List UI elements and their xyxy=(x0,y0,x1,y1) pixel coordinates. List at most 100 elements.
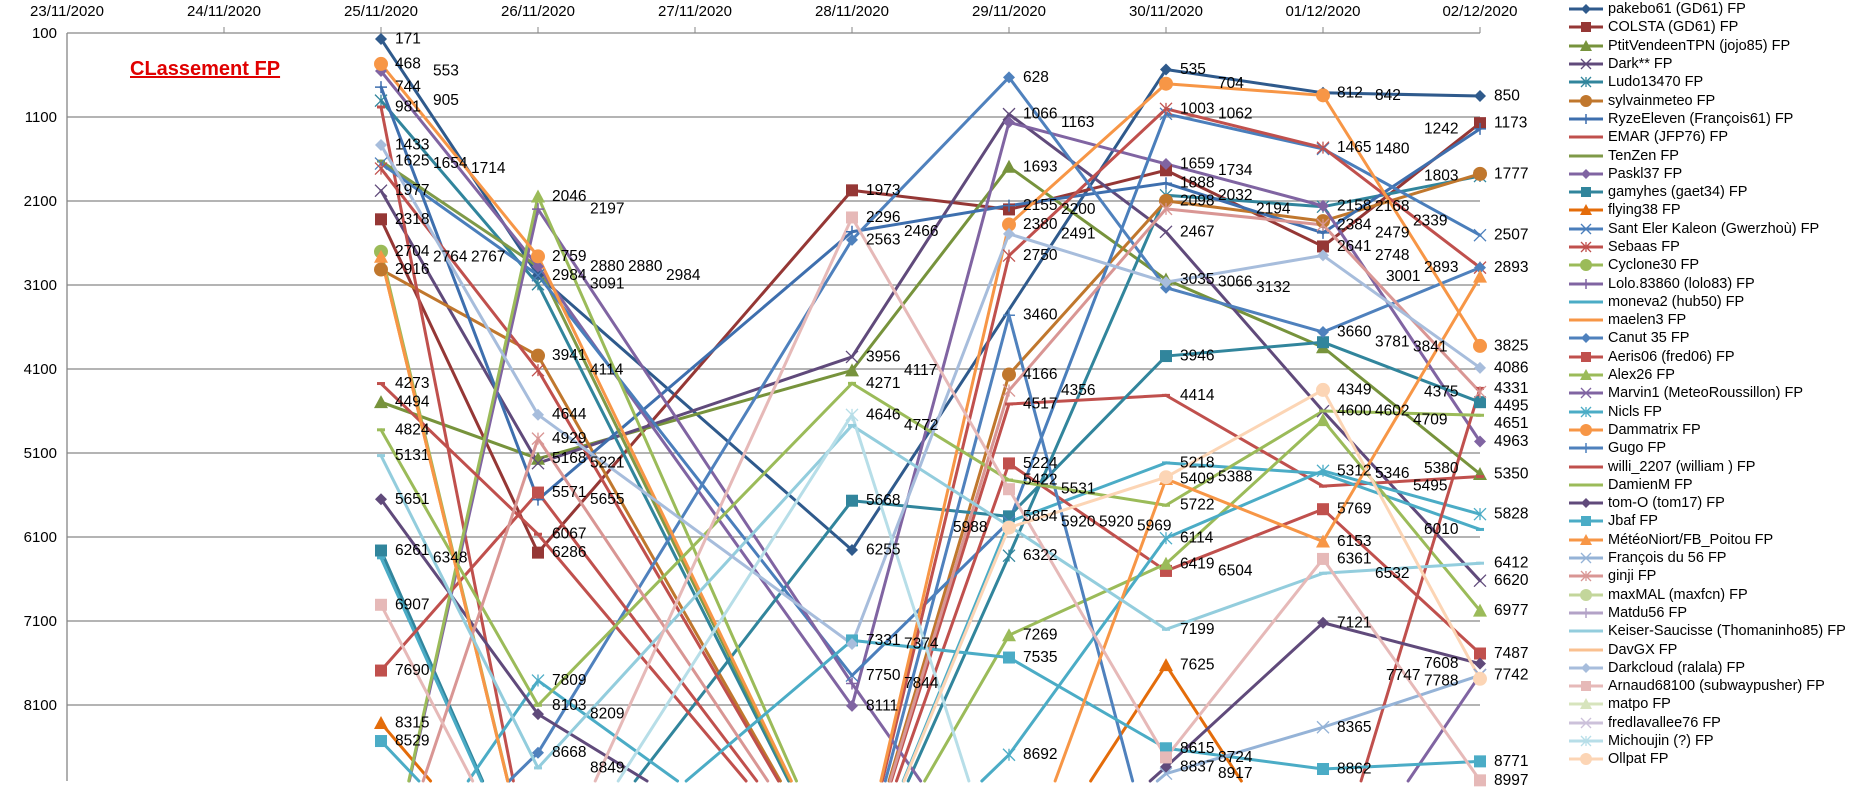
series-line-segment xyxy=(407,194,540,783)
legend-item: Matdu56 FP xyxy=(1568,604,1846,622)
series-line-segment xyxy=(850,413,971,783)
legend-swatch-icon xyxy=(1569,552,1603,564)
data-label: 2880 xyxy=(628,258,663,275)
data-label: 2384 xyxy=(1337,216,1372,233)
legend-swatch-icon xyxy=(1569,698,1603,710)
legend-swatch-icon xyxy=(1569,735,1603,747)
legend-label: Sant Eler Kaleon (Gwerzhoù) FP xyxy=(1608,220,1820,237)
data-point-marker xyxy=(1159,76,1173,91)
series-line-segment xyxy=(850,112,1011,359)
data-label: 5388 xyxy=(1218,469,1252,486)
data-point-marker xyxy=(1160,157,1172,170)
data-point-marker xyxy=(1473,166,1487,181)
legend-swatch-icon xyxy=(1569,369,1603,381)
data-label: 2380 xyxy=(1023,216,1058,233)
legend-label: Nicls FP xyxy=(1608,403,1662,420)
series-line-segment xyxy=(1164,82,1325,97)
series-line-segment xyxy=(1164,557,1325,759)
legend-label: maxMAL (maxfcn) FP xyxy=(1608,586,1748,603)
legend-swatch-icon xyxy=(1569,607,1603,618)
data-point-marker xyxy=(1316,218,1330,232)
series-line-segment xyxy=(1321,673,1482,729)
series-line-segment xyxy=(421,437,540,783)
series-line-segment xyxy=(1053,477,1168,783)
data-label: 4271 xyxy=(866,375,900,392)
data-label: 4929 xyxy=(552,430,586,447)
data-point-marker xyxy=(1580,223,1592,235)
data-point-marker xyxy=(1160,350,1172,363)
series-line-segment xyxy=(883,313,1011,783)
series-line-segment xyxy=(536,194,798,783)
series-line-segment xyxy=(850,75,1011,242)
series-line-segment xyxy=(850,499,1011,518)
data-label: 1465 xyxy=(1337,139,1371,156)
data-point-marker xyxy=(1003,309,1015,322)
legend-swatch-icon xyxy=(1569,135,1603,139)
series-line-segment xyxy=(536,273,854,678)
series-line-segment xyxy=(1321,121,1482,248)
series-line-segment xyxy=(894,461,1011,783)
data-label: 5988 xyxy=(953,519,987,536)
data-label: 4086 xyxy=(1494,359,1528,376)
series-line-segment xyxy=(850,165,1011,372)
data-point-marker xyxy=(1473,338,1487,353)
data-point-marker xyxy=(1002,107,1016,121)
data-point-marker xyxy=(1580,588,1592,601)
data-point-marker xyxy=(1317,552,1329,565)
legend-label: DamienM FP xyxy=(1608,476,1693,493)
legend-item: Sant Eler Kaleon (Gwerzhoù) FP xyxy=(1568,220,1846,238)
series-line-segment xyxy=(1007,75,1168,290)
data-point-marker xyxy=(1160,742,1172,755)
legend-label: moneva2 (hub50) FP xyxy=(1608,293,1745,310)
series-line-segment xyxy=(1164,230,1325,413)
series-line-segment xyxy=(1321,146,1482,270)
data-label: 905 xyxy=(433,92,459,109)
data-label: 2984 xyxy=(552,267,587,284)
legend-item: Canut 35 FP xyxy=(1568,329,1846,347)
series-line-segment xyxy=(1007,313,1135,783)
legend-label: Ollpat FP xyxy=(1608,751,1669,768)
legend-label: EMAR (JFP76) FP xyxy=(1608,129,1729,146)
series-line-segment xyxy=(379,105,515,783)
data-point-marker xyxy=(1581,187,1591,198)
legend-label: Michoujin (?) FP xyxy=(1608,733,1714,750)
legend-label: Marvin1 (MeteoRoussillon) FP xyxy=(1608,385,1804,402)
legend-label: Gugo FP xyxy=(1608,440,1667,457)
series-line-segment xyxy=(1321,418,1482,613)
data-label: 1480 xyxy=(1375,140,1410,157)
data-label: 5920 xyxy=(1061,513,1096,530)
series-line-segment xyxy=(593,215,854,783)
legend-swatch-icon xyxy=(1569,58,1603,70)
y-tick-label: 1100 xyxy=(25,109,57,126)
legend-swatch-icon xyxy=(1569,588,1603,601)
data-label: 2032 xyxy=(1218,187,1252,204)
series-line-segment xyxy=(1321,759,1482,771)
series-line-segment xyxy=(1164,746,1325,771)
data-point-marker xyxy=(375,493,387,506)
data-label: 6255 xyxy=(866,542,900,559)
series-line-segment xyxy=(1007,165,1168,282)
series-line-segment xyxy=(1007,656,1168,750)
data-label: 8862 xyxy=(1337,761,1371,778)
data-point-marker xyxy=(532,746,544,759)
data-label: 4494 xyxy=(395,394,430,411)
data-label: 3035 xyxy=(1180,271,1214,288)
series-line-segment xyxy=(1007,207,1168,393)
data-label: 4331 xyxy=(1494,380,1528,397)
series-line-segment xyxy=(1321,275,1482,543)
series-line-segment xyxy=(379,603,475,783)
legend-swatch-icon xyxy=(1569,351,1603,362)
x-tick-label: 02/12/2020 xyxy=(1442,3,1517,20)
data-label: 4117 xyxy=(904,362,937,379)
legend-item: Aeris06 (fred06) FP xyxy=(1568,348,1846,366)
data-point-marker xyxy=(1581,681,1591,692)
data-label: 8837 xyxy=(1180,758,1214,775)
data-point-marker xyxy=(846,699,858,712)
data-label: 6067 xyxy=(552,526,586,543)
data-label: 5221 xyxy=(590,455,624,472)
data-label: 1659 xyxy=(1180,155,1214,172)
series-line-segment xyxy=(1321,561,1482,575)
data-point-marker xyxy=(1580,423,1592,436)
data-point-marker xyxy=(846,544,858,557)
data-point-marker xyxy=(1159,556,1173,570)
